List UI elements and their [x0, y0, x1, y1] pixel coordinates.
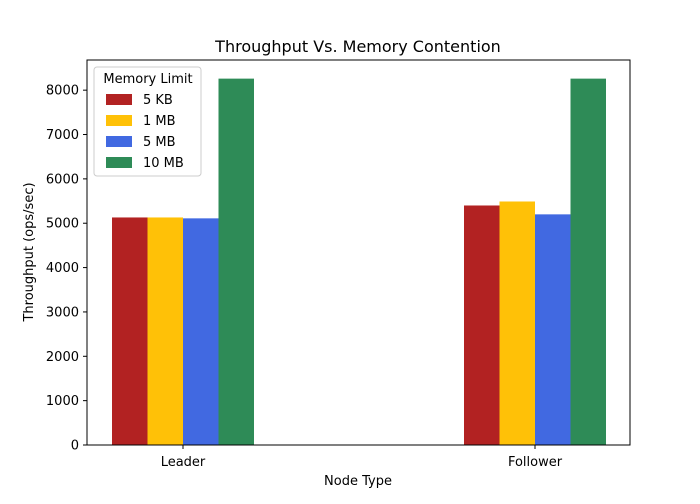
legend-label: 5 KB [143, 93, 173, 108]
y-tick-label: 6000 [46, 172, 79, 187]
legend-swatch [106, 157, 132, 168]
y-axis: 0 1000 2000 3000 4000 5000 6000 7000 8000 [46, 84, 87, 454]
y-tick-label: 8000 [46, 84, 79, 99]
legend-swatch [106, 94, 132, 105]
y-axis-label: Throughput (ops/sec) [22, 182, 37, 322]
bar-10-mb-leader [218, 78, 254, 446]
y-tick-label: 3000 [46, 305, 79, 320]
legend-swatch [106, 136, 132, 147]
plot-frame [86, 59, 631, 446]
bar-1-mb-follower [499, 201, 535, 445]
x-tick-label: Leader [161, 455, 206, 470]
legend-items: 5 KB 1 MB 5 MB 10 MB [106, 93, 184, 171]
legend-label: 5 MB [143, 135, 176, 150]
x-axis: Leader Follower [161, 445, 563, 470]
x-tick-label: Follower [508, 455, 563, 470]
y-tick-label: 4000 [46, 261, 79, 276]
bar-5-mb-leader [183, 218, 219, 445]
bar-5-mb-follower [535, 214, 571, 445]
y-tick-label: 5000 [46, 217, 79, 232]
legend-label: 10 MB [143, 156, 184, 171]
y-tick-label: 2000 [46, 350, 79, 365]
legend-swatch [106, 115, 132, 126]
y-tick-label: 7000 [46, 128, 79, 143]
bar-5-kb-follower [464, 205, 500, 445]
legend-title: Memory Limit [103, 72, 192, 87]
y-tick-label: 1000 [46, 394, 79, 409]
y-tick-label: 0 [71, 439, 79, 454]
x-axis-label: Node Type [324, 474, 392, 489]
bar-10-mb-follower [570, 78, 606, 446]
bar-1-mb-leader [147, 217, 183, 445]
bars-group [112, 78, 606, 446]
bar-5-kb-leader [112, 217, 148, 445]
legend-label: 1 MB [143, 114, 176, 129]
legend: Memory Limit 5 KB 1 MB 5 MB 10 MB [93, 66, 202, 177]
chart-title: Throughput Vs. Memory Contention [214, 37, 501, 56]
